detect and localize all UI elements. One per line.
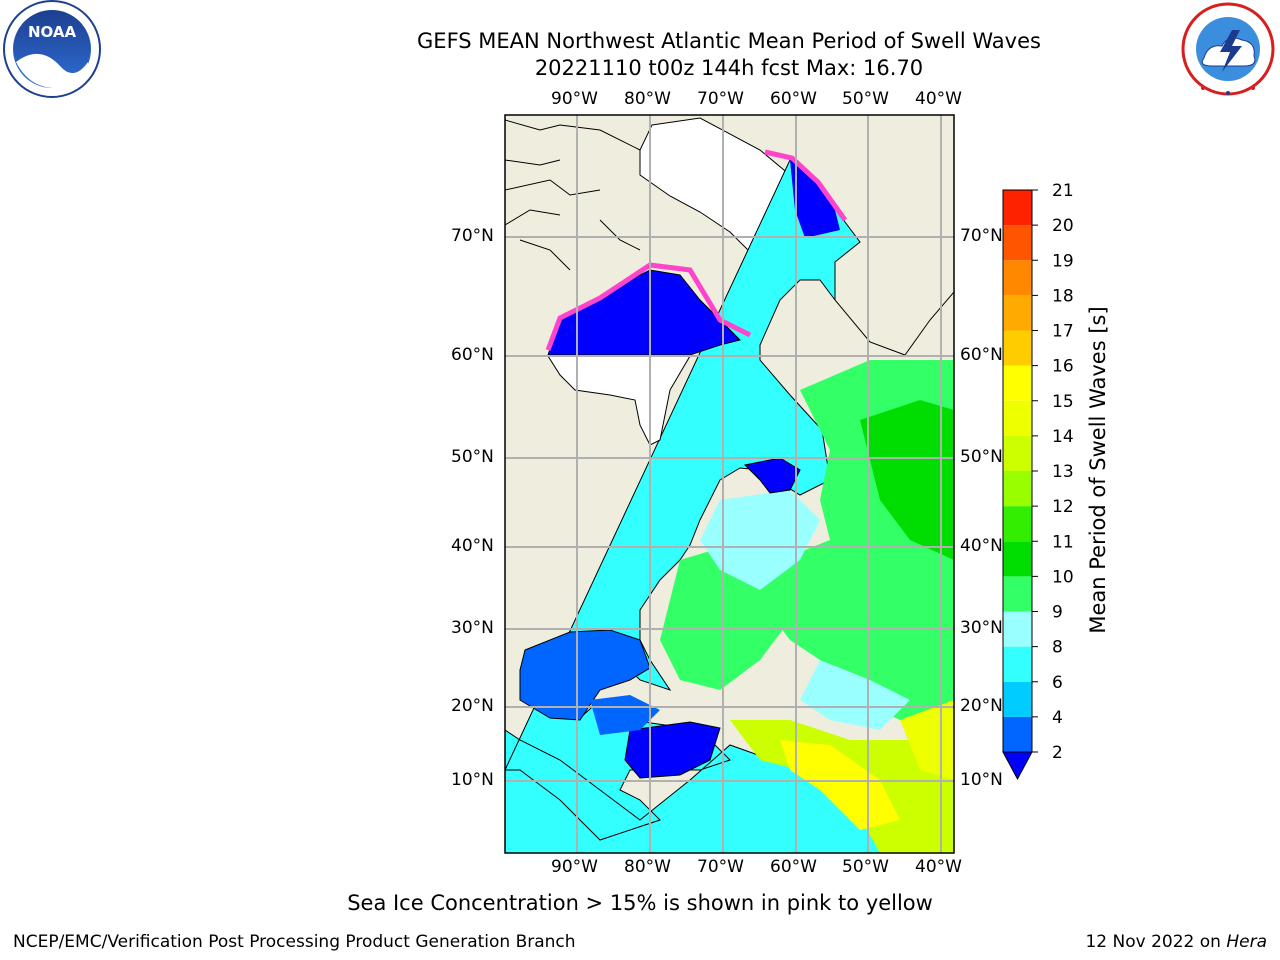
colorbar-tick-label: 14: [1052, 427, 1074, 447]
footer-host: Hera: [1226, 932, 1267, 952]
colorbar-segment: [1003, 365, 1032, 401]
land-white-james-bay: [547, 355, 691, 446]
lat-label-left-30n: 30°N: [451, 618, 494, 638]
colorbar-segment: [1003, 541, 1032, 577]
colorbar-segment: [1003, 435, 1032, 471]
colorbar: 2 4 6 8 9 10 11 12 13 14 15 16 17 18 19 20 21: [1002, 181, 1074, 781]
footer-date-text: 12 Nov 2022 on: [1085, 932, 1227, 952]
lat-label-right-70n: 70°N: [960, 226, 1003, 246]
colorbar-tick-label: 17: [1052, 322, 1074, 342]
lon-label-top-40w: 40°W: [915, 89, 962, 109]
lon-label-bottom-70w: 70°W: [697, 857, 744, 877]
lat-label-right-20n: 20°N: [960, 696, 1003, 716]
noaa-logo: NOAA: [3, 0, 101, 98]
colorbar-under-extend: [1002, 751, 1033, 781]
lat-label-left-40n: 40°N: [451, 536, 494, 556]
colorbar-segment: [1003, 400, 1032, 436]
colorbar-segment: [1003, 190, 1032, 226]
colorbar-segment: [1003, 506, 1032, 542]
colorbar-segment: [1003, 471, 1032, 507]
ice-baffin-edge: [764, 149, 848, 222]
lat-label-left-10n: 10°N: [451, 770, 494, 790]
colorbar-segment: [1003, 646, 1032, 682]
colorbar-tick-label: 12: [1052, 497, 1074, 517]
colorbar-tick-label: 10: [1052, 567, 1074, 587]
colorbar-segment: [1003, 260, 1032, 296]
colorbar-tick-label: 8: [1052, 638, 1063, 658]
colorbar-label: Mean Period of Swell Waves [s]: [1086, 306, 1110, 634]
lat-label-right-30n: 30°N: [960, 618, 1003, 638]
lon-label-top-90w: 90°W: [551, 89, 598, 109]
footer-credit: NCEP/EMC/Verification Post Processing Pr…: [13, 932, 576, 952]
lat-label-right-50n: 50°N: [960, 447, 1003, 467]
map-area: [505, 115, 954, 853]
lat-label-left-20n: 20°N: [451, 696, 494, 716]
colorbar-tick-label: 11: [1052, 532, 1074, 552]
swell-light-cyan-mid: [800, 660, 910, 730]
colorbar-segment: [1003, 681, 1032, 717]
swell-light-cyan: [700, 490, 820, 590]
graticule: [505, 115, 954, 853]
colorbar-segment: [1003, 576, 1032, 612]
lon-label-bottom-60w: 60°W: [770, 857, 817, 877]
lat-label-right-60n: 60°N: [960, 345, 1003, 365]
colorbar-segment: [1003, 716, 1032, 752]
colorbar-tick-label: 6: [1052, 673, 1063, 693]
noaa-logo-text: NOAA: [28, 23, 77, 41]
sea-ice-note: Sea Ice Concentration > 15% is shown in …: [347, 891, 933, 915]
chart-title: GEFS MEAN Northwest Atlantic Mean Period…: [417, 29, 1041, 53]
swell-yellow-core: [780, 740, 900, 830]
coastline-arctic-islands: [505, 119, 641, 271]
water-caribbean-deep: [624, 721, 721, 779]
water-gulf-of-mexico: [519, 629, 651, 721]
map-frame: [504, 114, 955, 854]
water-caribbean-west: [590, 695, 660, 735]
colorbar-tick-label: 18: [1052, 286, 1074, 306]
colorbar-tick-label: 20: [1052, 216, 1074, 236]
nws-logo: [1181, 2, 1275, 96]
colorbar-segment: [1003, 225, 1032, 261]
lon-label-top-50w: 50°W: [842, 89, 889, 109]
lon-label-bottom-50w: 50°W: [842, 857, 889, 877]
lat-label-right-40n: 40°N: [960, 536, 1003, 556]
lon-label-top-80w: 80°W: [624, 89, 671, 109]
colorbar-tick-label: 13: [1052, 462, 1074, 482]
water-baffin-deep: [790, 160, 840, 238]
lon-label-bottom-40w: 40°W: [915, 857, 962, 877]
colorbar-tick-label: 21: [1052, 181, 1074, 201]
lon-label-bottom-80w: 80°W: [624, 857, 671, 877]
colorbar-tick-label: 19: [1052, 251, 1074, 271]
lat-label-right-10n: 10°N: [960, 770, 1003, 790]
swell-bright-green: [860, 400, 954, 560]
colorbar-tick-label: 2: [1052, 743, 1063, 763]
lon-label-bottom-90w: 90°W: [551, 857, 598, 877]
colorbar-tick-label: 9: [1052, 603, 1063, 623]
colorbar-tick-label: 15: [1052, 392, 1074, 412]
colorbar-segment: [1003, 330, 1032, 366]
colorbar-tick-label: 4: [1052, 708, 1063, 728]
colorbar-tick-label: 16: [1052, 357, 1074, 377]
colorbar-segment: [1003, 295, 1032, 331]
colorbar-segment: [1003, 611, 1032, 647]
lat-label-left-60n: 60°N: [451, 345, 494, 365]
footer-date: 12 Nov 2022 on Hera: [1085, 932, 1267, 952]
lat-label-left-50n: 50°N: [451, 447, 494, 467]
lat-label-left-70n: 70°N: [451, 226, 494, 246]
lon-label-top-70w: 70°W: [697, 89, 744, 109]
chart-subtitle: 20221110 t00z 144h fcst Max: 16.70: [534, 56, 924, 80]
lon-label-top-60w: 60°W: [770, 89, 817, 109]
